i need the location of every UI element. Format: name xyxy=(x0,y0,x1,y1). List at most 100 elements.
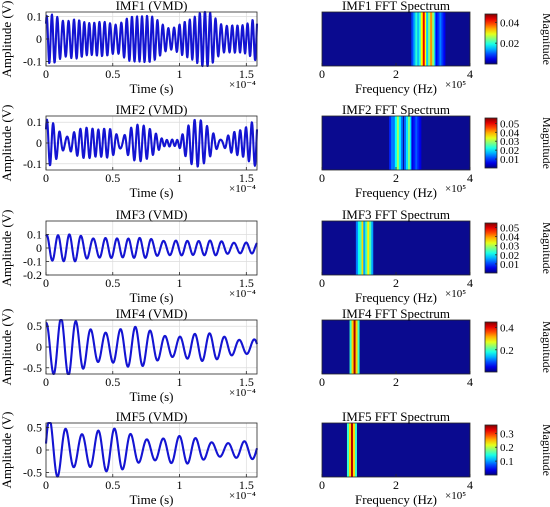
y-tick-label: -0.1 xyxy=(23,255,42,269)
x-exponent-label: ×10⁵ xyxy=(445,183,466,195)
x-exponent-label: ×10⁻⁴ xyxy=(229,79,256,91)
panel-title: IMF4 FFT Spectrum xyxy=(342,306,450,321)
x-axis-label: Time (s) xyxy=(130,389,174,404)
x-tick-label: 0 xyxy=(319,171,325,185)
x-axis-label: Frequency (Hz) xyxy=(355,290,437,305)
heatmap-background xyxy=(322,423,470,477)
x-tick-label: 2 xyxy=(393,276,399,290)
x-axis-label: Time (s) xyxy=(130,185,174,200)
colorbar xyxy=(484,13,498,65)
y-tick-label: -0.5 xyxy=(23,361,42,375)
panel-title: IMF1 FFT Spectrum xyxy=(342,0,450,13)
spectrum-peak xyxy=(415,116,418,170)
x-tick-label: 0 xyxy=(43,375,49,389)
colorbar xyxy=(484,222,498,274)
spectrum-panel-4: 0 2 4 IMF4 FFT Spectrum 0.2 0.4 Magnitude xyxy=(319,306,550,389)
spectrum-peak xyxy=(407,116,410,170)
y-axis-label: Amplitude (V) xyxy=(0,309,14,386)
x-exponent-label: ×10⁵ xyxy=(445,490,466,502)
heatmap-background xyxy=(322,12,470,66)
x-tick-label: 0 xyxy=(319,375,325,389)
y-tick-label: 0 xyxy=(36,241,42,255)
y-axis-label: Amplitude (V) xyxy=(0,1,14,78)
series-line xyxy=(44,421,259,478)
x-axis-label: Frequency (Hz) xyxy=(355,81,437,96)
x-tick-label: 4 xyxy=(467,276,473,290)
x-tick-label: 4 xyxy=(467,375,473,389)
spectrum-peak xyxy=(396,116,399,170)
y-tick-label: 0.5 xyxy=(27,319,42,333)
x-axis-label: Time (s) xyxy=(130,492,174,507)
y-tick-label: -0.5 xyxy=(23,466,42,480)
y-tick-label: 0.1 xyxy=(27,10,42,24)
x-exponent-label: ×10⁻⁴ xyxy=(229,387,256,399)
series-line xyxy=(45,233,258,263)
x-tick-label: 1 xyxy=(177,171,183,185)
x-tick-label: 1.5 xyxy=(239,478,254,492)
colorbar-label: Magnitude xyxy=(540,13,550,65)
spectrum-panel-5: 0 2 4 IMF5 FFT Spectrum Frequency (Hz) ×10⁵ 0.… xyxy=(319,409,550,507)
x-tick-label: 1 xyxy=(177,67,183,81)
colorbar xyxy=(484,321,498,373)
colorbar-label: Magnitude xyxy=(540,424,550,476)
colorbar-tick-label: 0.04 xyxy=(500,232,520,244)
x-tick-label: 0 xyxy=(43,478,49,492)
y-axis-label: Amplitude (V) xyxy=(0,105,14,182)
colorbar xyxy=(484,117,498,169)
colorbar-tick-label: 0.2 xyxy=(500,345,514,357)
colorbar-tick-label: 0.02 xyxy=(500,38,519,50)
x-tick-label: 0.5 xyxy=(105,171,120,185)
panel-title: IMF3 (VMD) xyxy=(116,207,188,222)
x-exponent-label: ×10⁵ xyxy=(445,288,466,300)
x-tick-label: 1.5 xyxy=(239,375,254,389)
x-exponent-label: ×10⁵ xyxy=(445,79,466,91)
x-tick-label: 1.5 xyxy=(239,171,254,185)
colorbar-label: Magnitude xyxy=(540,321,550,373)
colorbar-tick-label: 0.04 xyxy=(500,17,520,29)
x-tick-label: 1.5 xyxy=(239,67,254,81)
y-axis-label: Amplitude (V) xyxy=(0,210,14,287)
panel-title: IMF5 FFT Spectrum xyxy=(342,409,450,424)
x-tick-label: 0 xyxy=(319,276,325,290)
x-tick-label: 0.5 xyxy=(105,67,120,81)
colorbar-tick-label: 0.02 xyxy=(500,250,519,262)
y-tick-label: 0 xyxy=(36,340,42,354)
panel-title: IMF5 (VMD) xyxy=(116,409,188,424)
colorbar-tick-label: 0.05 xyxy=(500,223,520,235)
x-tick-label: 2 xyxy=(393,171,399,185)
x-tick-label: 2 xyxy=(393,67,399,81)
y-tick-label: -0.2 xyxy=(23,268,42,282)
y-tick-label: -0.1 xyxy=(23,55,42,69)
x-tick-label: 1 xyxy=(177,375,183,389)
x-tick-label: 4 xyxy=(467,478,473,492)
spectrum-peak xyxy=(367,221,370,275)
colorbar-tick-label: 0.04 xyxy=(500,127,520,139)
x-tick-label: 0 xyxy=(319,478,325,492)
y-tick-label: 0.1 xyxy=(27,115,42,129)
spectrum-peak xyxy=(353,320,356,374)
series-line xyxy=(45,318,258,376)
spectrum-panel-2: 0 2 4 IMF2 FFT Spectrum Frequency (Hz) ×10⁵ 0.… xyxy=(319,102,550,200)
colorbar-tick-label: 0.01 xyxy=(500,154,519,166)
y-tick-label: 0 xyxy=(36,443,42,457)
x-tick-label: 0.5 xyxy=(105,478,120,492)
x-tick-label: 0.5 xyxy=(105,276,120,290)
spectrum-peak xyxy=(350,423,353,477)
y-tick-label: 0 xyxy=(36,136,42,150)
colorbar-tick-label: 0.2 xyxy=(500,442,514,454)
x-axis-label: Time (s) xyxy=(130,290,174,305)
x-axis-label: Time (s) xyxy=(130,81,174,96)
y-tick-label: 0.5 xyxy=(27,421,42,435)
x-tick-label: 0 xyxy=(43,171,49,185)
x-tick-label: 1.5 xyxy=(239,276,254,290)
colorbar-tick-label: 0.03 xyxy=(500,241,520,253)
spectrum-peak xyxy=(430,12,433,66)
x-exponent-label: ×10⁻⁴ xyxy=(229,490,256,502)
heatmap-background xyxy=(322,221,470,275)
